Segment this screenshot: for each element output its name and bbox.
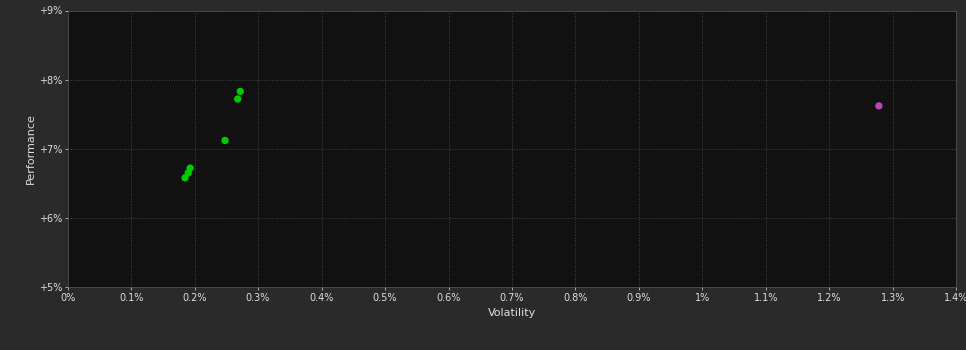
Point — [230, 96, 245, 102]
Y-axis label: Performance: Performance — [26, 113, 36, 184]
X-axis label: Volatility: Volatility — [488, 308, 536, 318]
Point — [871, 103, 887, 109]
Point — [178, 175, 193, 181]
Point — [183, 165, 198, 171]
Point — [233, 89, 248, 94]
Point — [217, 138, 233, 143]
Point — [181, 170, 196, 176]
